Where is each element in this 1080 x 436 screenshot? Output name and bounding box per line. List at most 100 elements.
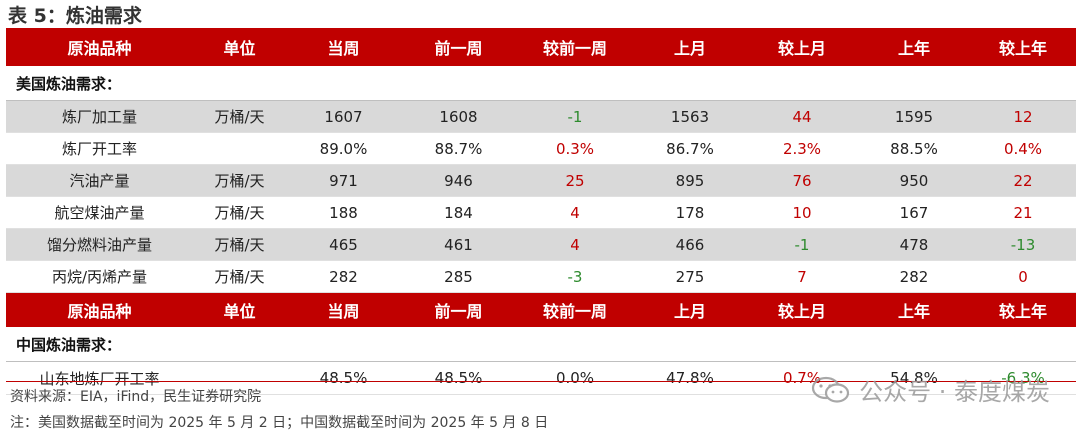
table-row: 炼厂加工量 万桶/天 1607 1608 -1 1563 44 1595 12 [6,100,1076,133]
cell-wow: 0.0% [516,361,634,395]
cell-wow: -1 [516,100,634,133]
col-header-month: 上月 [634,292,746,327]
cell-yoy: 22 [970,164,1076,197]
cell-month: 47.8% [634,361,746,395]
cell-week: 188 [286,196,401,229]
cell-year: 478 [858,228,970,261]
cell-wow: 4 [516,196,634,229]
cell-month: 1563 [634,100,746,133]
cell-week: 465 [286,228,401,261]
cell-mom: 7 [746,260,858,293]
col-header-yoy: 较上年 [970,292,1076,327]
cell-unit: 万桶/天 [193,228,286,261]
cell-year: 950 [858,164,970,197]
cell-wow: 0.3% [516,132,634,165]
cell-yoy: 12 [970,100,1076,133]
section-label-cn: 中国炼油需求： [6,327,1076,362]
cell-wow: -3 [516,260,634,293]
cell-week: 89.0% [286,132,401,165]
cell-month: 86.7% [634,132,746,165]
cell-prev: 48.5% [401,361,516,395]
col-header-week: 当周 [286,292,401,327]
cell-year: 282 [858,260,970,293]
col-header-unit: 单位 [193,28,286,66]
refining-demand-table: 原油品种 单位 当周 前一周 较前一周 上月 较上月 上年 较上年 美国炼油需求… [6,28,1076,395]
col-header-prev-week: 前一周 [401,28,516,66]
col-header-yoy: 较上年 [970,28,1076,66]
cell-unit: 万桶/天 [193,196,286,229]
cell-name: 山东地炼厂开工率 [6,361,193,395]
table-row: 汽油产量 万桶/天 971 946 25 895 76 950 22 [6,164,1076,197]
cell-yoy: 0.4% [970,132,1076,165]
col-header-product: 原油品种 [6,28,193,66]
cell-year: 1595 [858,100,970,133]
cell-month: 275 [634,260,746,293]
cell-yoy: 21 [970,196,1076,229]
cell-year: 54.8% [858,361,970,395]
col-header-unit: 单位 [193,292,286,327]
table-row: 炼厂开工率 89.0% 88.7% 0.3% 86.7% 2.3% 88.5% … [6,132,1076,165]
watermark: 公众号 · 泰度煤炭 [811,372,1050,407]
cell-week: 48.5% [286,361,401,395]
col-header-month: 上月 [634,28,746,66]
col-header-mom: 较上月 [746,28,858,66]
col-header-product: 原油品种 [6,292,193,327]
cell-name: 丙烷/丙烯产量 [6,260,193,293]
cell-week: 1607 [286,100,401,133]
cell-prev: 285 [401,260,516,293]
col-header-year: 上年 [858,28,970,66]
col-header-year: 上年 [858,292,970,327]
cell-unit: 万桶/天 [193,260,286,293]
cell-month: 178 [634,196,746,229]
cell-wow: 25 [516,164,634,197]
section-row-us: 美国炼油需求： [6,66,1076,101]
cell-mom: 2.3% [746,132,858,165]
cell-wow: 4 [516,228,634,261]
col-header-week: 当周 [286,28,401,66]
col-header-mom: 较上月 [746,292,858,327]
cell-mom: 76 [746,164,858,197]
table-row: 山东地炼厂开工率 48.5% 48.5% 0.0% 47.8% 0.7% 54.… [6,361,1076,395]
cell-prev: 1608 [401,100,516,133]
col-header-wow: 较前一周 [516,28,634,66]
section-row-cn: 中国炼油需求： [6,327,1076,362]
section-label-us: 美国炼油需求： [6,66,1076,101]
table-title: 表 5：炼油需求 [8,5,142,27]
cell-name: 馏分燃料油产量 [6,228,193,261]
cell-year: 167 [858,196,970,229]
cell-yoy: 0 [970,260,1076,293]
footer-divider [6,381,1076,382]
cell-yoy: -6.3% [970,361,1076,395]
cell-week: 282 [286,260,401,293]
header-row-repeat: 原油品种 单位 当周 前一周 较前一周 上月 较上月 上年 较上年 [6,292,1076,327]
cell-unit: 万桶/天 [193,164,286,197]
cell-name: 汽油产量 [6,164,193,197]
cell-prev: 88.7% [401,132,516,165]
cell-unit [193,361,286,395]
table-row: 航空煤油产量 万桶/天 188 184 4 178 10 167 21 [6,196,1076,229]
cell-year: 88.5% [858,132,970,165]
cell-mom: -1 [746,228,858,261]
table-row: 丙烷/丙烯产量 万桶/天 282 285 -3 275 7 282 0 [6,260,1076,293]
cell-yoy: -13 [970,228,1076,261]
header-row: 原油品种 单位 当周 前一周 较前一周 上月 较上月 上年 较上年 [6,28,1076,66]
cell-month: 895 [634,164,746,197]
cell-prev: 184 [401,196,516,229]
col-header-wow: 较前一周 [516,292,634,327]
cell-name: 炼厂加工量 [6,100,193,133]
cell-prev: 946 [401,164,516,197]
cell-unit: 万桶/天 [193,100,286,133]
cell-month: 466 [634,228,746,261]
source-note: 资料来源：EIA，iFind，民生证券研究院 [10,389,262,405]
col-header-prev-week: 前一周 [401,292,516,327]
cell-week: 971 [286,164,401,197]
cell-prev: 461 [401,228,516,261]
watermark-text: 公众号 · 泰度煤炭 [859,378,1050,406]
wechat-icon [811,375,851,405]
cell-name: 航空煤油产量 [6,196,193,229]
cell-mom: 10 [746,196,858,229]
date-note: 注：美国数据截至时间为 2025 年 5 月 2 日；中国数据截至时间为 202… [10,415,549,431]
cell-name: 炼厂开工率 [6,132,193,165]
cell-unit [193,132,286,165]
table-row: 馏分燃料油产量 万桶/天 465 461 4 466 -1 478 -13 [6,228,1076,261]
